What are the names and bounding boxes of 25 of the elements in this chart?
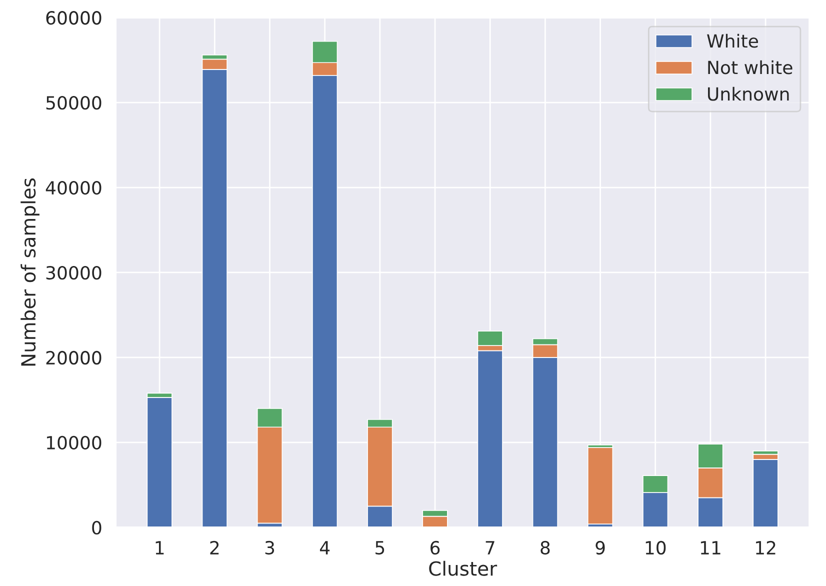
x-tick-label: 5 [376,541,384,555]
y-tick-label: 30000 [46,266,102,280]
bar [587,447,614,524]
x-tick-label: 6 [430,540,440,555]
x-tick-label: 7 [486,541,494,554]
y-tick-label: 20000 [46,350,102,365]
x-tick-label: 3 [265,540,274,555]
y-tick-label: 0 [92,520,102,535]
y-tick-label: 50000 [46,96,102,110]
x-tick-label: 12 [756,540,776,554]
x-tick-label: 9 [596,540,605,555]
y-tick-label: 10000 [46,436,102,450]
legend-label: White [707,34,758,48]
legend-label: Not white [708,60,792,74]
legend-label: Unknown [708,86,789,101]
y-axis-title: Number of samples [20,178,40,366]
x-tick-label: 11 [700,541,720,554]
x-axis-title: Cluster [429,560,498,576]
x-tick-label: 1 [156,541,164,554]
x-tick-label: 10 [646,540,666,555]
x-tick-label: 4 [320,541,330,554]
y-tick-label: 40000 [46,180,102,195]
y-tick-label: 60000 [46,11,102,25]
x-tick-label: 2 [210,540,219,554]
x-tick-label: 8 [540,540,550,555]
